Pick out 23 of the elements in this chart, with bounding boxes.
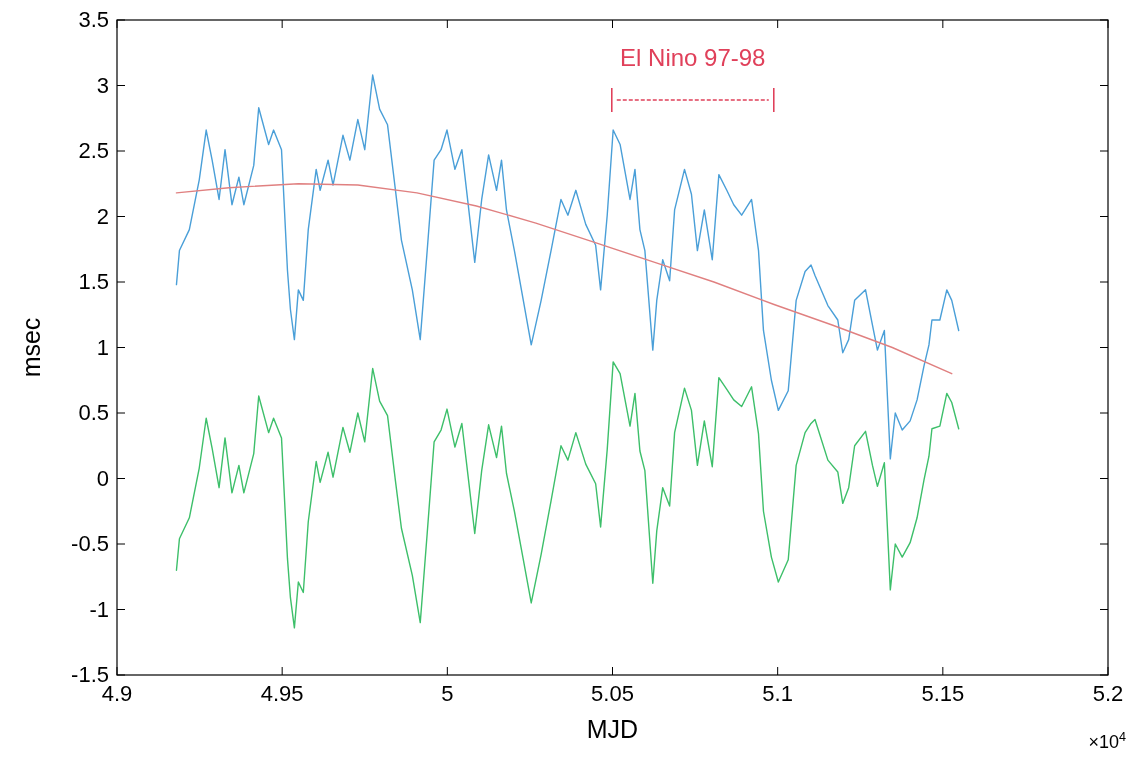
x-tick-label: 5.15 bbox=[921, 681, 965, 706]
y-tick-label: 1 bbox=[96, 334, 109, 360]
x-tick-label: 5 bbox=[441, 681, 454, 706]
x-tick-label: 5.2 bbox=[1092, 681, 1124, 706]
y-tick-label: 3 bbox=[96, 72, 109, 98]
y-tick-label: -0.5 bbox=[71, 531, 109, 556]
line-series bbox=[175, 361, 960, 629]
x-tick-label: 5.1 bbox=[762, 681, 793, 706]
line-series bbox=[175, 183, 953, 375]
annotation: El Nino 97-98 bbox=[620, 44, 766, 71]
x-tick-label: 5.05 bbox=[591, 681, 634, 706]
x-axis-title: MJD bbox=[586, 715, 639, 743]
line-series bbox=[175, 74, 960, 460]
y-tick-label: 2.5 bbox=[78, 138, 109, 163]
y-axis-title: msec bbox=[17, 317, 45, 378]
y-tick-label: 2 bbox=[96, 203, 109, 229]
text: ×10$^{4}$ bbox=[1088, 730, 1126, 752]
y-tick-label: 3.5 bbox=[78, 7, 109, 32]
y-tick-label: -1 bbox=[89, 596, 109, 622]
y-tick-label: 0.5 bbox=[78, 400, 109, 425]
x-tick-label: 4.95 bbox=[260, 681, 304, 706]
y-tick-label: 1.5 bbox=[78, 269, 109, 294]
y-tick-label: 0 bbox=[96, 465, 109, 491]
